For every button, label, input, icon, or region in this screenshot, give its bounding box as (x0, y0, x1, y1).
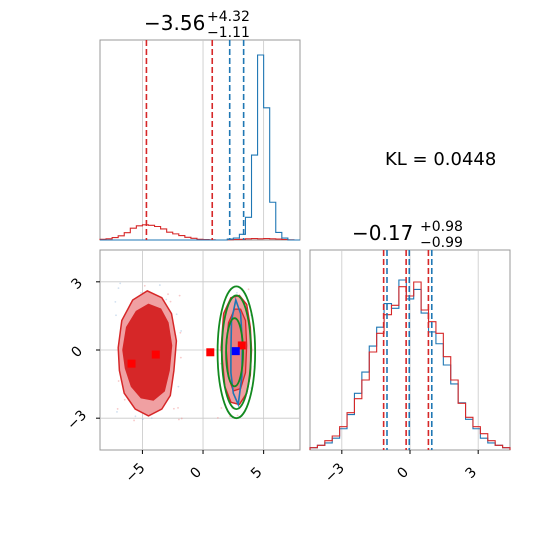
sample-point (116, 408, 119, 410)
sample-point (117, 287, 120, 290)
sample-point (216, 416, 219, 419)
joint-distribution-panel: −3 0 3 −5 0 5 (64, 249, 301, 486)
kl-divergence-label: KL = 0.0448 (385, 149, 496, 170)
sample-point (178, 418, 180, 421)
sample-point (177, 406, 179, 409)
green-ellipse-contour (216, 285, 257, 420)
title-param0-minus: −1.11 (207, 25, 250, 41)
marginal-histogram-param0 (99, 39, 301, 241)
green-ellipse-contour (225, 317, 244, 388)
sample-point (236, 414, 239, 417)
sample-point (247, 288, 250, 291)
red-marker (237, 341, 246, 350)
sample-point (177, 385, 180, 388)
sample-point (172, 407, 175, 410)
sample-point (140, 291, 142, 294)
tick-label: −3 (322, 460, 348, 486)
sample-point (115, 314, 117, 317)
tick-label: 0 (68, 343, 86, 361)
title-param1-minus: −0.99 (420, 235, 463, 251)
sample-point (220, 407, 223, 409)
green-ellipse-contour (220, 294, 252, 410)
tick-label: 0 (187, 464, 205, 482)
red-marker (127, 359, 136, 368)
sample-point (150, 417, 153, 419)
sample-point (179, 331, 182, 334)
sample-point (169, 300, 172, 303)
sample-point (158, 284, 161, 286)
sample-point (141, 418, 144, 421)
title-param0-value: −3.56 (144, 11, 205, 35)
sample-point (178, 294, 181, 297)
tick-label: 3 (68, 275, 86, 293)
sample-point (117, 380, 120, 382)
sample-point (180, 330, 183, 332)
marginal-histogram-param1: −3 0 3 (309, 249, 511, 486)
histogram-blue-param0 (100, 54, 300, 241)
tick-label: 3 (463, 464, 481, 482)
red-marker (206, 348, 215, 357)
tick-label: 5 (248, 464, 266, 482)
title-param1-value: −0.17 (352, 221, 413, 245)
sample-point (165, 298, 168, 301)
sample-point (123, 398, 126, 401)
title-param0-plus: +4.32 (207, 9, 250, 25)
red-marker (151, 350, 160, 359)
tick-label: 0 (394, 464, 412, 482)
title-param1: −0.17 +0.98 −0.99 (352, 219, 463, 251)
sample-point (114, 300, 117, 303)
sample-point (179, 356, 182, 359)
histogram-red-param0 (99, 224, 300, 241)
sample-point (116, 411, 118, 413)
sample-point (133, 419, 135, 422)
title-param0: −3.56 +4.32 −1.11 (144, 9, 250, 41)
sample-point (236, 291, 238, 294)
tick-label: −5 (123, 460, 149, 486)
sample-point (119, 282, 122, 285)
title-param1-plus: +0.98 (420, 219, 463, 235)
tick-label: −3 (64, 407, 90, 433)
red-contour-inner-left (122, 303, 173, 401)
sample-point (143, 284, 146, 287)
sample-point (180, 417, 183, 420)
sample-point (134, 415, 137, 418)
sample-point (175, 313, 178, 316)
sample-point (167, 293, 169, 296)
blue-marker (231, 347, 240, 356)
